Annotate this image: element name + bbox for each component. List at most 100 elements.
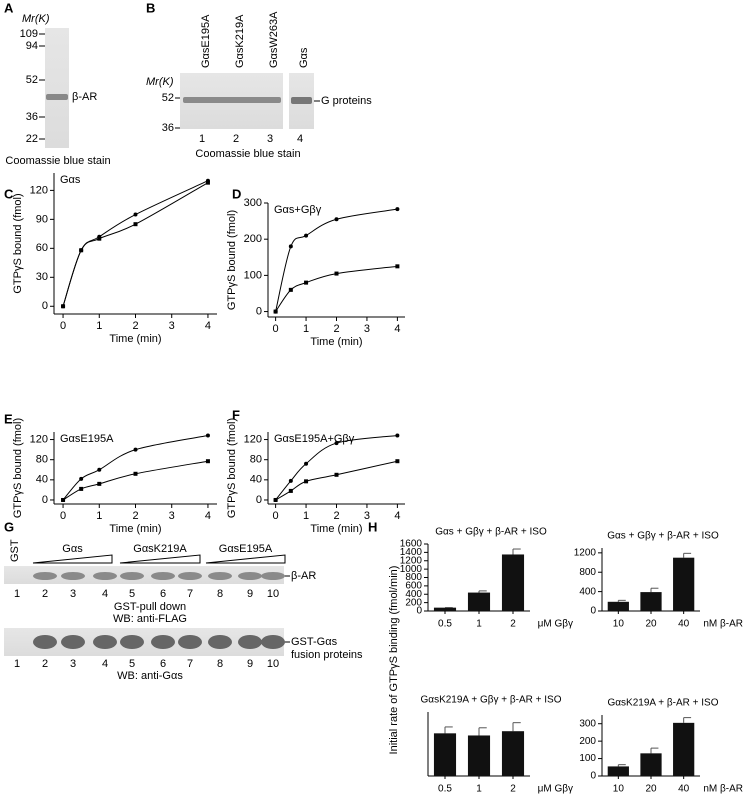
data-point [79, 248, 84, 253]
wedge [205, 554, 286, 564]
x-tick-label: 4 [205, 510, 211, 522]
data-point [334, 472, 339, 477]
y-tick-label: 100 [579, 753, 596, 764]
marker-label: 36 [26, 111, 38, 123]
band-label: β-AR [291, 570, 316, 582]
chart-title: GαsK219A + β-AR + ISO [607, 698, 718, 709]
data-point [395, 433, 400, 438]
data-point [205, 433, 210, 438]
data-point [334, 441, 339, 446]
x-tick-label: 0 [273, 323, 279, 335]
lane-number: 1 [199, 133, 205, 145]
chart-title: GαsE195A+Gβγ [274, 433, 355, 445]
x-tick-label: 1 [476, 784, 482, 795]
data-point [205, 180, 210, 185]
data-point [61, 497, 66, 502]
fit-line [275, 208, 398, 312]
fit-line [275, 460, 398, 501]
y-axis-label: Initial rate of GTPγS binding (fmol/min) [388, 566, 400, 755]
y-tick-label: 800 [579, 567, 596, 578]
lane-number: 7 [187, 658, 193, 670]
data-point [288, 478, 293, 483]
blot-band [33, 635, 57, 649]
band-label: fusion proteins [291, 649, 363, 661]
group-label: GαsE195A [219, 543, 273, 555]
data-point [97, 481, 102, 486]
x-tick-label: 2 [510, 784, 516, 795]
lane-number: 5 [129, 658, 135, 670]
chart-title: Gαs + Gβγ + β-AR + ISO [435, 527, 547, 538]
lane-number: 1 [14, 588, 20, 600]
y-tick-label: 200 [244, 233, 262, 245]
bar [433, 607, 457, 611]
y-tick-label: 1200 [400, 555, 423, 566]
x-axis-label: Time (min) [310, 523, 362, 535]
data-point [395, 264, 400, 269]
chart-title: Gαs [60, 174, 81, 186]
lane-number: 5 [129, 588, 135, 600]
caption: Coomassie blue stain [195, 148, 300, 160]
lane-number: 8 [217, 588, 223, 600]
y-tick-label: 400 [579, 586, 596, 597]
y-tick-label: 0 [256, 494, 262, 506]
gst-label: GST [9, 539, 21, 562]
y-tick-label: 200 [579, 736, 596, 747]
blot-band [178, 635, 202, 649]
fit-line [62, 435, 209, 501]
bar [501, 554, 525, 611]
x-axis-label: Time (min) [109, 523, 161, 535]
lane-label: GαsK219A [234, 14, 246, 68]
blot-band [151, 572, 175, 580]
y-axis-label: GTPγS bound (fmol) [226, 418, 238, 518]
x-tick-label: 10 [613, 619, 625, 630]
chart-title: Gαs+Gβγ [274, 204, 322, 216]
chart-title: GαsE195A [60, 433, 114, 445]
bar [607, 766, 629, 776]
x-tick-label: 3 [364, 510, 370, 522]
y-tick-label: 120 [244, 433, 262, 445]
y-tick-label: 200 [405, 597, 422, 608]
x-unit-label: nM β-AR [703, 619, 743, 630]
data-point [133, 222, 138, 227]
y-tick-label: 80 [250, 454, 262, 466]
data-point [133, 471, 138, 476]
bar [501, 731, 525, 776]
x-tick-label: 0 [60, 510, 66, 522]
y-tick-label: 80 [36, 454, 48, 466]
x-axis-label: Time (min) [310, 336, 362, 348]
y-tick-label: 30 [36, 271, 48, 283]
data-point [288, 244, 293, 249]
x-tick-label: 3 [169, 320, 175, 332]
x-tick-label: 3 [169, 510, 175, 522]
y-tick-label: 90 [36, 213, 48, 225]
mr-label: Mr(K) [146, 76, 174, 88]
y-tick-label: 60 [36, 242, 48, 254]
data-point [288, 287, 293, 292]
data-point [334, 217, 339, 222]
x-tick-label: 10 [613, 784, 625, 795]
x-tick-label: 0.5 [438, 784, 452, 795]
lane-number: 6 [160, 588, 166, 600]
x-tick-label: 2 [333, 510, 339, 522]
x-tick-label: 20 [645, 784, 657, 795]
lane-number: 10 [267, 588, 279, 600]
lane-number: 9 [247, 588, 253, 600]
lane-number: 10 [267, 658, 279, 670]
y-tick-label: 300 [579, 718, 596, 729]
bar [673, 722, 695, 776]
data-point [79, 476, 84, 481]
y-tick-label: 100 [244, 269, 262, 281]
lane-number: 1 [14, 658, 20, 670]
wedge [32, 554, 113, 564]
y-tick-label: 1000 [400, 564, 423, 575]
y-tick-label: 1200 [574, 547, 597, 558]
marker-label: 22 [26, 133, 38, 145]
data-point [395, 207, 400, 212]
bar [673, 557, 695, 611]
y-tick-label: 0 [590, 606, 596, 617]
lane-number: 2 [233, 133, 239, 145]
panel-letter: B [146, 0, 155, 15]
bar [433, 733, 457, 776]
x-tick-label: 1 [96, 510, 102, 522]
y-tick-label: 600 [405, 581, 422, 592]
